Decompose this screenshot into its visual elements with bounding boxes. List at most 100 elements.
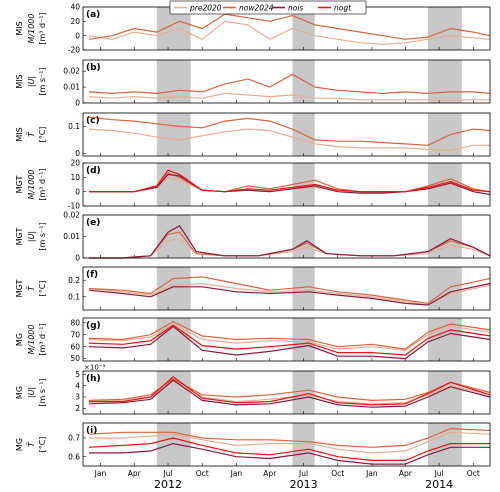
y-axis-label: T̄ (26, 131, 36, 137)
shaded-period (156, 113, 191, 156)
axes-frame (82, 59, 491, 104)
panel-b: 0.02 0.01 0 (b) MIS |U| [m s⁻¹] (15, 59, 491, 108)
series-line-nois (88, 379, 491, 408)
y-axis-label: MGT (15, 228, 24, 246)
series-line-nois (88, 325, 491, 360)
shaded-period (427, 215, 462, 258)
y-axis-label: T̄ (26, 285, 36, 291)
series-line-nogt (88, 437, 490, 461)
y-tick-label: 0.02 (63, 67, 80, 76)
x-tick-label: Apr (399, 469, 413, 478)
y-axis-label: [m³ d⁻¹] (38, 12, 47, 44)
x-year-label: 2014 (425, 478, 453, 491)
axes-frame (82, 112, 491, 157)
panel-label: (h) (86, 374, 101, 384)
axes-frame (82, 370, 491, 415)
y-tick-label: 5 (75, 370, 80, 379)
y-axis-label: [m³ d⁻¹] (38, 323, 47, 355)
shaded-period (427, 7, 462, 50)
panel-e: 0.02 0.01 0 (e) MGT |U| [m s⁻¹] (15, 211, 491, 263)
y-tick-label: -20 (68, 46, 80, 55)
legend-label-pre2020: pre2020 (189, 4, 222, 13)
x-tick-label: Jan (365, 469, 378, 478)
series-line-nois (88, 443, 490, 465)
x-tick-label: Apr (263, 469, 277, 478)
axes-frame (82, 317, 491, 362)
panel-label: (g) (86, 321, 101, 331)
y-tick-label: 4 (75, 381, 80, 390)
y-tick-label: 0.01 (63, 83, 80, 92)
shaded-period (427, 423, 462, 466)
y-tick-label: 0.02 (63, 211, 80, 220)
y-axis-label: MIS (15, 127, 24, 141)
series-line-now2024 (88, 73, 491, 95)
y-axis-label: MG (15, 333, 24, 346)
panel-label: (i) (86, 426, 97, 436)
panel-h: 5 4 3 2 (h) ×10⁻³ MG |U| [m s⁻¹] (15, 364, 491, 415)
y-axis-label: MGT (15, 176, 24, 194)
series-line-pre2020 (88, 128, 490, 152)
panel-label: (c) (86, 116, 100, 126)
y-axis-label: MIS (15, 21, 24, 35)
legend: pre2020 now2024 nois nogt (169, 0, 367, 15)
y-axis-label: [m s⁻¹] (38, 378, 47, 406)
panel-g: 80 70 60 50 (g) MG M/1000 [m³ d⁻¹] (15, 317, 491, 363)
series-line-nogt (88, 169, 491, 193)
series-line-now2024 (88, 13, 491, 40)
y-tick-label: 0 (75, 99, 80, 108)
panel-i: 0.7 0.6 (i) MG T̄ [°C] (15, 422, 491, 467)
y-axis-label: |U| (27, 76, 36, 87)
series-line-nogt (88, 324, 491, 356)
series-line-now2024 (88, 321, 491, 350)
y-tick-label: 0.7 (68, 434, 80, 443)
y-axis-label: M/1000 (27, 325, 36, 355)
y-axis-label: MIS (15, 74, 24, 88)
x-year-label: 2012 (154, 478, 182, 491)
x-tick-label: Oct (467, 469, 480, 478)
shaded-period (156, 215, 191, 258)
y-axis-label: [m s⁻¹] (38, 222, 47, 250)
panel-label: (a) (86, 10, 100, 20)
y-tick-label: 40 (70, 3, 80, 12)
series-line-nogt (88, 376, 491, 406)
series-line-pre2020 (88, 431, 491, 454)
x-tick-label: Jan (94, 469, 107, 478)
y-tick-label: 3 (75, 393, 80, 402)
series-line-now2024 (88, 428, 491, 448)
y-axis-label: [°C] (38, 437, 47, 453)
shaded-period (427, 60, 462, 103)
y-axis-label: MGT (15, 280, 24, 298)
y-tick-label: 0 (75, 254, 80, 263)
y-tick-label: 10 (70, 173, 80, 182)
x-year-label: 2013 (290, 478, 318, 491)
axes-frame (82, 266, 491, 311)
y-axis-label: M/1000 (27, 170, 36, 200)
series-line-nois (88, 282, 491, 306)
shaded-period (292, 215, 315, 258)
legend-label-now2024: now2024 (239, 4, 274, 13)
shaded-period (292, 60, 315, 103)
axis-exponent: ×10⁻³ (84, 364, 105, 372)
panel-label: (d) (86, 166, 101, 176)
y-tick-label: 50 (70, 354, 80, 363)
y-axis-label: [m³ d⁻¹] (38, 168, 47, 200)
legend-label-nogt: nogt (334, 4, 352, 13)
y-tick-label: 0 (75, 187, 80, 196)
shaded-period (292, 163, 315, 206)
shaded-period (156, 163, 191, 206)
panel-label: (f) (86, 270, 98, 280)
y-tick-label: 0.6 (68, 452, 80, 461)
y-tick-label: 80 (70, 318, 80, 327)
y-tick-label: 0.2 (68, 276, 80, 285)
series-line-pre2020 (88, 20, 491, 45)
shaded-period (156, 423, 191, 466)
x-tick-label: Jul (434, 469, 444, 478)
y-tick-label: -10 (68, 202, 80, 211)
x-tick-label: Oct (331, 469, 344, 478)
legend-box (169, 0, 367, 15)
y-axis-label: M/1000 (27, 14, 36, 44)
y-axis-label: |U| (27, 231, 36, 242)
axes-frame (82, 162, 491, 207)
y-tick-label: 0 (75, 149, 80, 158)
